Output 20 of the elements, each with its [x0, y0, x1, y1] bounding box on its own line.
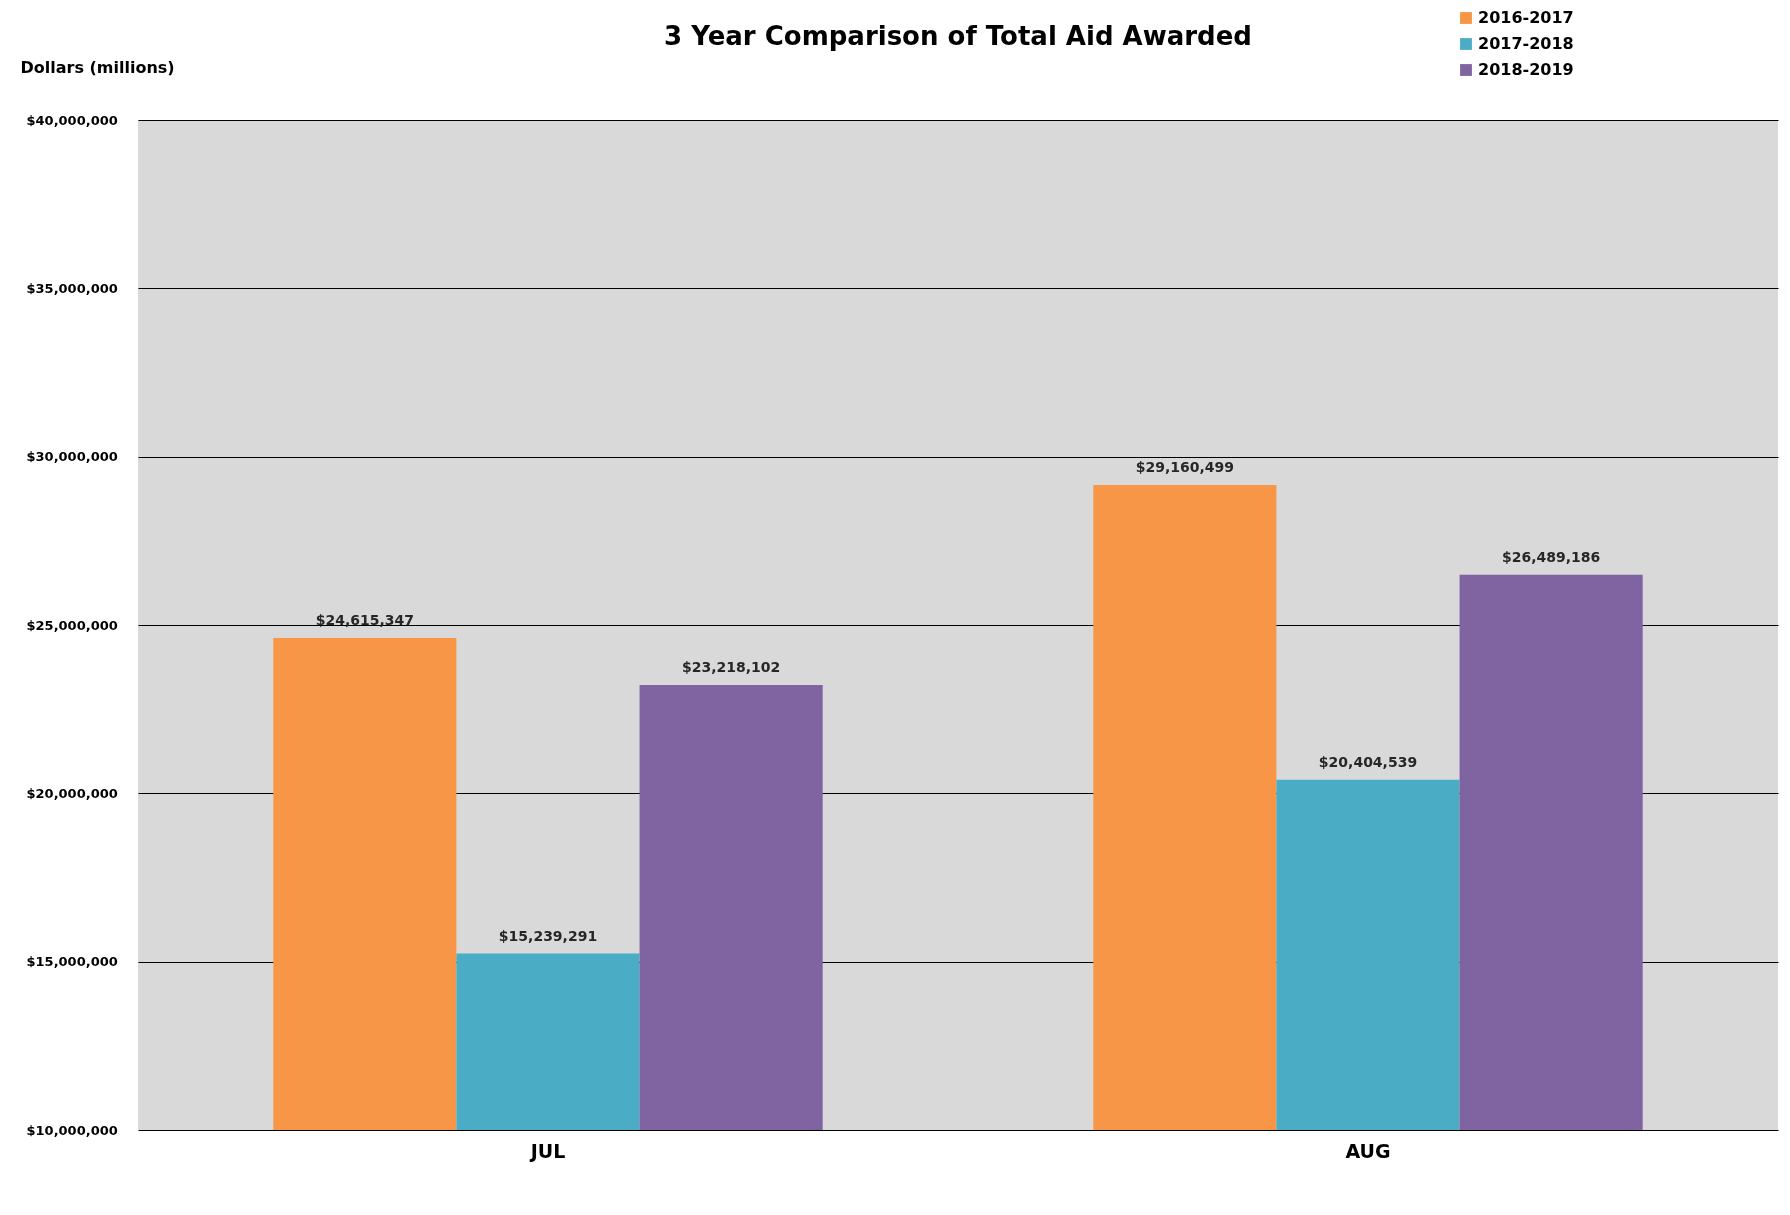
chart-title: 3 Year Comparison of Total Aid Awarded: [664, 21, 1252, 51]
legend-label: 2018-2019: [1478, 60, 1574, 79]
y-tick-label: $25,000,000: [26, 617, 118, 633]
data-label: $26,489,186: [1501, 548, 1601, 565]
data-label: $15,239,291: [498, 927, 598, 944]
x-tick-label: JUL: [528, 1139, 566, 1162]
y-tick-label: $40,000,000: [26, 112, 118, 128]
data-label: $20,404,539: [1318, 753, 1418, 770]
data-label: $24,615,347: [315, 611, 415, 628]
y-tick-label: $30,000,000: [26, 449, 118, 465]
data-label: $23,218,102: [681, 658, 781, 675]
y-tick-label: $15,000,000: [26, 954, 118, 970]
y-tick-label: $10,000,000: [26, 1122, 118, 1138]
legend-label: 2017-2018: [1478, 34, 1574, 53]
x-tick-label: AUG: [1345, 1139, 1391, 1162]
y-tick-label: $35,000,000: [26, 280, 118, 296]
y-tick-label: $20,000,000: [26, 785, 118, 801]
y-axis-title: Dollars (millions): [20, 57, 175, 77]
legend-label: 2016-2017: [1478, 8, 1574, 27]
data-label: $29,160,499: [1135, 458, 1235, 475]
